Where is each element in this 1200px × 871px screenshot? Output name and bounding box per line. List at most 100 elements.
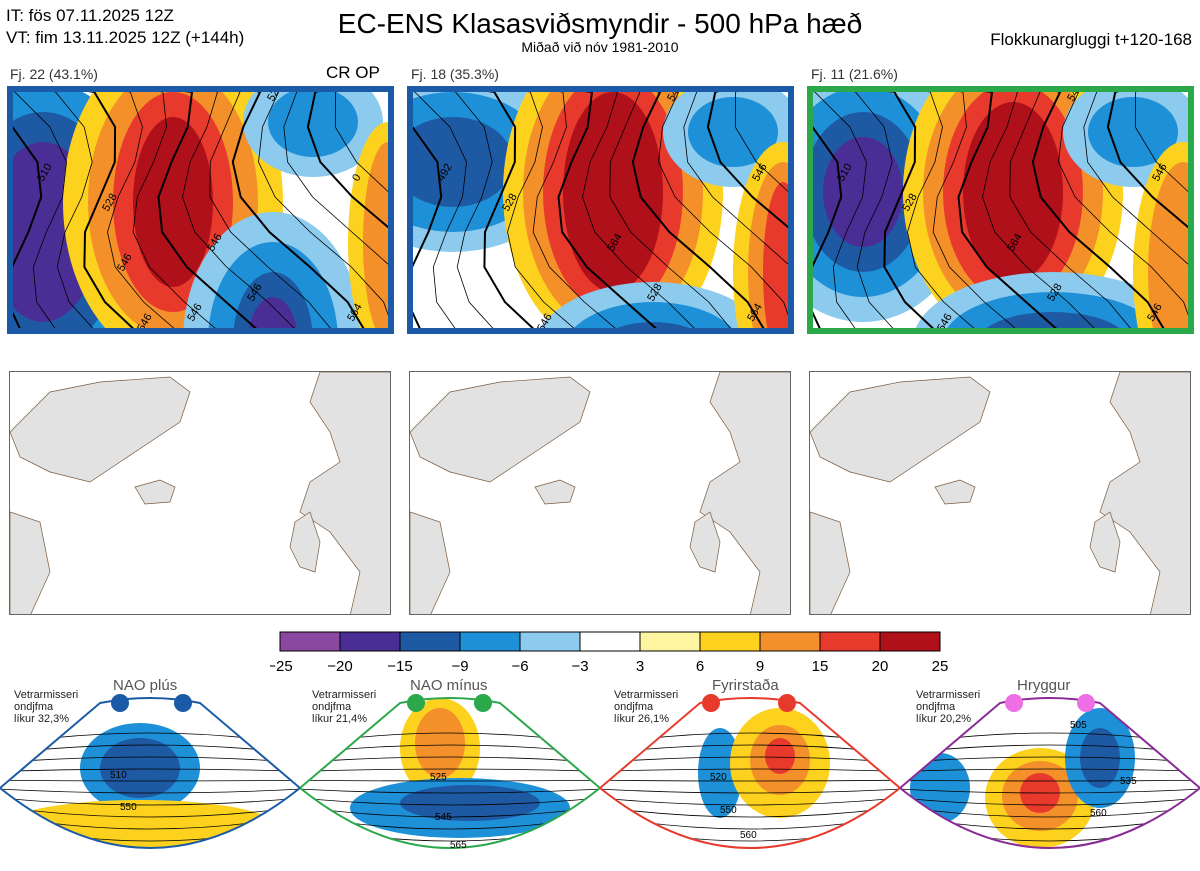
height-contour <box>532 92 616 328</box>
contour-label: 520 <box>710 772 727 783</box>
colorbar-swatch <box>579 631 641 652</box>
colorbar-tick-label: −6 <box>511 658 528 675</box>
height-contour <box>13 92 67 328</box>
height-contour <box>853 92 894 328</box>
classification-window: Flokkunargluggi t+120-168 <box>990 30 1192 49</box>
height-contour <box>0 795 300 806</box>
landmass <box>810 376 991 483</box>
regime-frame <box>0 697 300 849</box>
colorbar-swatch <box>399 631 461 652</box>
height-contour <box>1009 92 1131 328</box>
init-time: IT: fös 07.11.2025 12Z <box>6 6 174 25</box>
regime-4-name: Hryggur <box>1017 677 1071 694</box>
regime-frame <box>300 697 600 849</box>
regime-frame <box>900 697 1200 849</box>
height-contour <box>900 768 1200 773</box>
anomaly-region <box>574 302 732 328</box>
contour-label: 565 <box>450 840 467 851</box>
height-contour <box>413 126 443 328</box>
regime-3-season: Vetrarmisseri <box>614 689 679 701</box>
height-contour <box>0 787 300 794</box>
colorbar-swatch <box>879 631 941 652</box>
anomaly-colorbar: −25 −20 −15 −9 −6 −3 3 6 9 15 20 25 <box>270 631 948 675</box>
landmass <box>534 479 576 505</box>
cluster-1-map: 510 528 546 546 546 528 0 564 546 546 <box>7 86 394 334</box>
height-contour <box>982 92 1095 328</box>
contour-label: 535 <box>1120 776 1137 787</box>
regime-2-prob: líkur 21,4% <box>312 713 368 725</box>
height-contour <box>957 92 1057 328</box>
height-contour <box>107 92 175 328</box>
height-contour <box>609 92 731 328</box>
regime-frame <box>600 697 900 849</box>
colorbar-swatch <box>339 631 401 652</box>
contour-label: 546 <box>665 92 685 104</box>
regime-1-name: NAO plús <box>113 677 178 694</box>
height-contour <box>907 92 975 328</box>
regime-2-info: Vetrarmisseri ondjfma líkur 21,4% <box>312 689 376 725</box>
regime-marker <box>778 694 796 712</box>
regime-2-map: 525 545 565 <box>300 694 600 851</box>
anomaly-region <box>100 738 180 798</box>
height-contour <box>53 92 94 328</box>
height-contour <box>1083 92 1188 265</box>
colorbar-swatch <box>819 631 881 652</box>
cluster-1-blank-map <box>9 371 391 615</box>
landmass <box>410 376 591 483</box>
height-contour <box>157 92 257 328</box>
landmass <box>1099 372 1190 614</box>
anomaly-region <box>986 312 1120 328</box>
landmass <box>299 372 390 614</box>
regime-2-name: NAO mínus <box>410 677 488 694</box>
height-contour <box>600 787 900 794</box>
height-contour <box>1031 92 1165 328</box>
anomaly-region <box>133 117 213 287</box>
page-subtitle: Miðað við nóv 1981-2010 <box>521 39 679 55</box>
height-contour <box>1134 92 1188 193</box>
landmass <box>410 511 451 614</box>
height-contour <box>0 779 300 782</box>
landmass <box>10 511 51 614</box>
height-contour <box>334 92 388 193</box>
regime-1-prob: líkur 32,3% <box>14 713 70 725</box>
regime-3-info: Vetrarmisseri ondjfma líkur 26,1% <box>614 689 678 725</box>
contour-label: 510 <box>110 770 127 781</box>
height-contour <box>209 92 331 328</box>
height-contour <box>231 92 365 328</box>
anomaly-region <box>400 785 540 821</box>
colorbar-tick-label: −9 <box>451 658 468 675</box>
height-contour <box>413 92 467 328</box>
height-contour <box>258 92 388 316</box>
colorbar-swatch <box>699 631 761 652</box>
anomaly-region <box>947 292 1159 328</box>
regime-marker <box>174 694 192 712</box>
cluster-3-blank-map <box>809 371 1191 615</box>
regime-marker <box>1077 694 1095 712</box>
height-contour <box>182 92 295 328</box>
landmass <box>810 511 851 614</box>
colorbar-tick-label: −15 <box>387 658 412 675</box>
height-contour <box>900 779 1200 782</box>
anomaly-region <box>413 117 513 207</box>
height-contour <box>483 92 535 328</box>
landmass <box>699 372 790 614</box>
page-title: EC-ENS Klasasviðsmyndir - 500 hPa hæð <box>337 8 863 39</box>
regime-marker <box>702 694 720 712</box>
cluster-2-blank-map <box>409 371 791 615</box>
regime-3-map: 520 550 560 <box>600 694 900 849</box>
valid-time: VT: fim 13.11.2025 12Z (+144h) <box>6 28 245 47</box>
regime-3-prob: líkur 26,1% <box>614 713 670 725</box>
regime-marker <box>111 694 129 712</box>
height-contour <box>683 92 788 265</box>
height-contour <box>900 787 1200 794</box>
anomaly-region <box>765 738 795 774</box>
height-contour <box>706 92 788 229</box>
colorbar-swatch <box>759 631 821 652</box>
cluster-2-label: Fj. 18 (35.3%) <box>411 66 499 82</box>
anomaly-region <box>910 753 970 823</box>
contour-label: 560 <box>1090 808 1107 819</box>
height-contour <box>300 768 600 773</box>
height-contour <box>883 92 935 328</box>
regime-4-season: Vetrarmisseri <box>916 689 981 701</box>
height-contour <box>631 92 765 328</box>
